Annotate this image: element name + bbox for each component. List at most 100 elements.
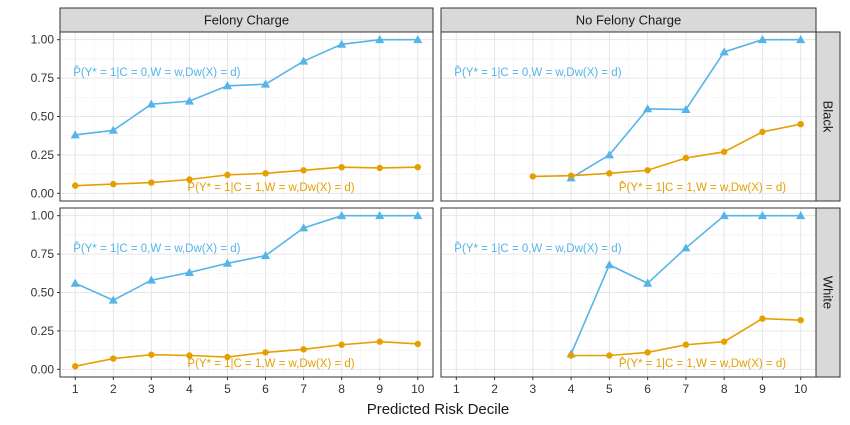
data-point bbox=[604, 260, 614, 269]
series-annotation: P̂(Y* = 1|C = 0,W = w,Dw(X) = d) bbox=[73, 65, 240, 79]
x-tick-label: 9 bbox=[759, 382, 766, 396]
series-annotation: P̂(Y* = 1|C = 1,W = w,Dw(X) = d) bbox=[619, 356, 786, 370]
data-point bbox=[720, 148, 728, 156]
data-point bbox=[338, 164, 345, 171]
data-point bbox=[146, 275, 156, 284]
x-tick-label: 6 bbox=[262, 382, 269, 396]
data-point bbox=[719, 47, 729, 56]
data-point bbox=[644, 167, 651, 174]
data-point bbox=[567, 352, 575, 359]
y-tick-label: 0.25 bbox=[31, 324, 55, 338]
data-point bbox=[70, 130, 80, 139]
data-point bbox=[682, 154, 690, 162]
data-point bbox=[376, 164, 383, 172]
data-point bbox=[222, 258, 233, 267]
data-point bbox=[298, 223, 309, 232]
data-point bbox=[186, 176, 193, 183]
data-point bbox=[72, 182, 79, 189]
x-tick-label: 8 bbox=[338, 382, 345, 396]
column-strip-label: No Felony Charge bbox=[576, 13, 682, 28]
data-point bbox=[604, 150, 614, 159]
data-point bbox=[529, 173, 537, 180]
data-point bbox=[413, 35, 423, 44]
data-point bbox=[757, 211, 768, 220]
data-point bbox=[148, 179, 155, 186]
x-axis-title: Predicted Risk Decile bbox=[367, 401, 510, 418]
x-tick-label: 7 bbox=[300, 382, 307, 396]
data-point bbox=[72, 363, 79, 370]
data-point bbox=[643, 278, 653, 287]
data-point bbox=[146, 99, 156, 108]
data-point bbox=[413, 211, 423, 220]
data-point bbox=[148, 351, 155, 358]
data-point bbox=[375, 35, 385, 44]
data-point bbox=[70, 278, 80, 287]
x-tick-label: 3 bbox=[529, 382, 536, 396]
data-point bbox=[262, 349, 269, 356]
data-point bbox=[262, 170, 269, 177]
y-tick-label: 0.75 bbox=[31, 247, 55, 261]
x-tick-label: 10 bbox=[411, 382, 425, 396]
data-point bbox=[375, 211, 385, 220]
data-point bbox=[108, 295, 118, 304]
x-tick-label: 7 bbox=[683, 382, 690, 396]
data-point bbox=[337, 211, 347, 220]
row-strip-label: White bbox=[821, 276, 836, 309]
series-line bbox=[75, 38, 418, 136]
data-point bbox=[682, 341, 690, 348]
data-point bbox=[681, 104, 691, 114]
column-strip-label: Felony Charge bbox=[204, 13, 289, 28]
x-tick-label: 4 bbox=[568, 382, 575, 396]
data-point bbox=[222, 81, 233, 90]
y-tick-label: 0.50 bbox=[31, 286, 55, 300]
series-line bbox=[532, 123, 801, 178]
series-annotation: P̂(Y* = 1|C = 1,W = w,Dw(X) = d) bbox=[187, 180, 354, 194]
data-point bbox=[110, 355, 117, 362]
data-point bbox=[797, 316, 804, 324]
data-point bbox=[186, 352, 193, 359]
data-point bbox=[719, 211, 729, 220]
x-tick-label: 3 bbox=[148, 382, 155, 396]
data-point bbox=[338, 341, 345, 348]
data-point bbox=[757, 35, 768, 44]
column-strip bbox=[59, 7, 434, 33]
panel-border bbox=[440, 31, 817, 202]
x-tick-label: 1 bbox=[453, 382, 460, 396]
series-annotation: P̂(Y* = 1|C = 1,W = w,Dw(X) = d) bbox=[619, 180, 786, 194]
y-tick-label: 1.00 bbox=[31, 33, 55, 47]
x-tick-label: 2 bbox=[491, 382, 498, 396]
panel-border bbox=[440, 207, 817, 378]
x-tick-label: 5 bbox=[224, 382, 231, 396]
data-point bbox=[300, 346, 307, 353]
series-line bbox=[74, 214, 418, 302]
data-point bbox=[606, 170, 613, 177]
x-tick-label: 9 bbox=[376, 382, 383, 396]
row-strip bbox=[815, 31, 841, 202]
data-point bbox=[567, 172, 575, 179]
series-annotation: P̂(Y* = 1|C = 0,W = w,Dw(X) = d) bbox=[454, 65, 621, 79]
data-point bbox=[184, 267, 195, 276]
data-point bbox=[606, 352, 613, 359]
data-point bbox=[224, 171, 231, 179]
row-strip bbox=[815, 207, 841, 378]
data-point bbox=[260, 79, 271, 88]
x-tick-label: 8 bbox=[721, 382, 728, 396]
row-strip-label: Black bbox=[821, 101, 836, 133]
data-point bbox=[337, 39, 347, 48]
series-annotation: P̂(Y* = 1|C = 0,W = w,Dw(X) = d) bbox=[73, 241, 240, 255]
series-annotation: P̂(Y* = 1|C = 0,W = w,Dw(X) = d) bbox=[454, 241, 621, 255]
data-point bbox=[644, 349, 651, 356]
data-point bbox=[376, 338, 383, 345]
x-tick-label: 1 bbox=[72, 382, 79, 396]
y-tick-label: 0.50 bbox=[31, 110, 55, 124]
data-point bbox=[796, 211, 806, 220]
data-point bbox=[224, 353, 231, 361]
data-point bbox=[759, 315, 766, 322]
y-tick-label: 0.00 bbox=[31, 186, 55, 200]
x-tick-label: 6 bbox=[644, 382, 651, 396]
y-tick-label: 0.75 bbox=[31, 71, 55, 85]
series-line bbox=[75, 340, 418, 368]
x-tick-label: 10 bbox=[794, 382, 808, 396]
y-tick-label: 1.00 bbox=[31, 209, 55, 223]
